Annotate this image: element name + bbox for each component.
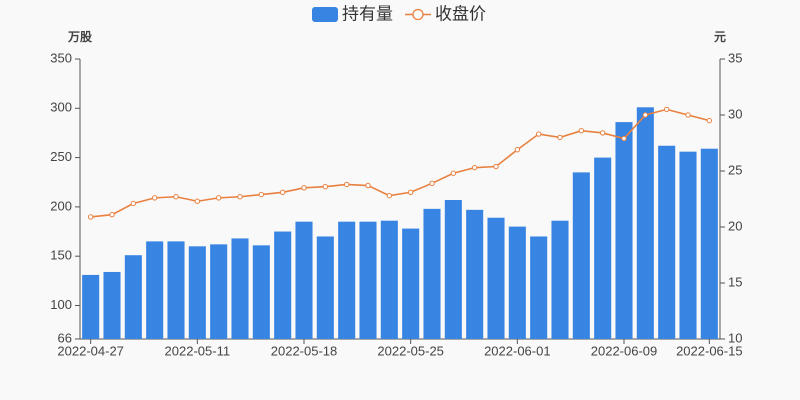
bar [146,241,164,339]
line-point [151,195,158,201]
x-tick-label: 2022-06-15 [676,343,743,358]
line-point [386,192,393,199]
line-point [450,170,457,176]
bar [124,255,142,339]
y-axis-label: 万股 [67,29,93,44]
line-point [258,191,265,198]
line-point [87,214,94,220]
bar [572,172,590,339]
y2-tick-label: 15 [728,274,742,289]
bar [615,122,633,339]
line-point [237,194,243,200]
y2-tick-label: 30 [728,106,742,121]
bar [423,208,441,339]
bar [530,236,548,339]
bar [658,145,676,339]
bar [551,220,569,339]
bar [274,231,292,339]
bar [636,107,654,339]
bar [295,221,313,339]
line-point [535,131,542,137]
bar [82,274,100,339]
bar [210,244,228,339]
y2-tick-label: 25 [728,162,742,177]
line-point [301,185,307,191]
line-point [322,183,329,190]
line-point [493,163,499,170]
legend-label: 持有量 [342,4,393,23]
line-point [599,130,606,136]
line-point [642,112,649,118]
x-tick-label: 2022-05-25 [377,343,444,358]
legend-swatch [412,8,424,21]
line-point [109,211,115,218]
x-tick-label: 2022-05-11 [165,343,231,358]
bar [487,217,505,339]
line-point [621,135,627,142]
y2-tick-label: 35 [728,50,742,65]
y-tick-label: 150 [50,248,72,263]
line [90,108,710,218]
legend-label: 收盘价 [435,4,486,23]
legend-swatch [312,7,338,22]
y-tick-label: 66 [58,330,72,345]
y2-tick-label: 10 [728,330,742,345]
bar [679,151,697,339]
y-tick-label: 100 [50,297,72,312]
bar [444,199,462,339]
line-point [365,182,371,189]
bar [167,241,185,339]
bar [402,228,420,339]
bar [700,148,718,339]
y2-tick-label: 20 [728,218,742,233]
line-point [279,189,286,195]
line-point [194,198,201,204]
y-tick-label: 250 [50,149,72,164]
line-point [557,134,563,141]
line-point [663,106,670,113]
bar [188,246,206,339]
bar [252,245,270,339]
bar [103,271,121,339]
line-point [173,194,179,200]
bar [359,221,377,339]
line-point [215,195,222,201]
y-tick-label: 300 [50,100,72,115]
line-point [471,164,478,171]
x-tick-label: 2022-05-18 [271,343,338,358]
x-tick-label: 2022-06-09 [591,343,658,358]
y-tick-label: 350 [50,50,72,65]
line-point [429,180,435,187]
y2-axis-label: 元 [714,30,726,44]
x-tick-label: 2022-06-01 [484,343,551,358]
bar [508,226,526,339]
bar [594,157,612,339]
bar [466,209,484,339]
y-tick-label: 200 [50,198,72,213]
bar [316,236,334,339]
bar [231,238,249,339]
bar [380,220,398,339]
line-point [706,117,713,124]
x-tick-label: 2022-04-27 [57,343,124,358]
line-point [407,189,414,195]
line-point [578,127,585,134]
line-point [130,200,137,207]
bar [338,221,356,339]
line-point [514,147,521,153]
line-point [343,181,350,188]
line-point [685,112,691,118]
